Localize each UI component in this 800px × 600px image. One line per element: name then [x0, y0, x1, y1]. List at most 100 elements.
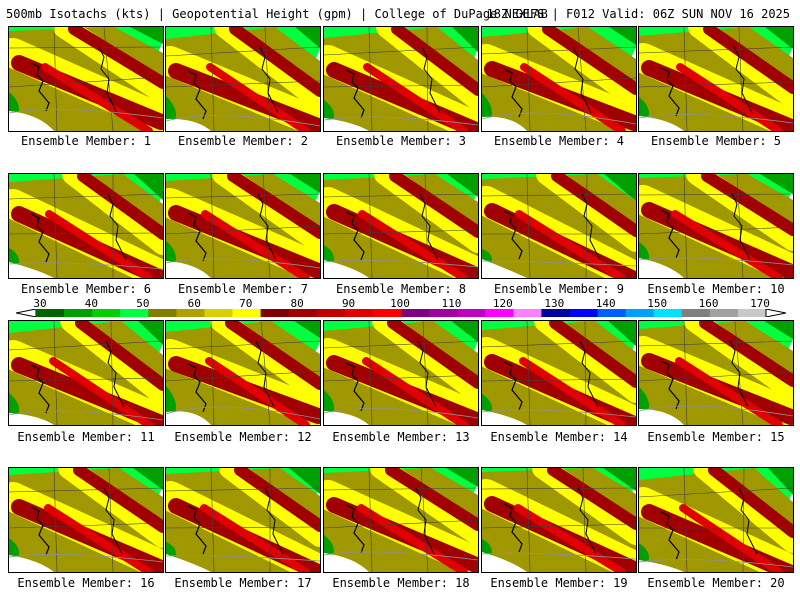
ensemble-member-label: Ensemble Member: 11	[17, 430, 155, 444]
jet-core-80kt	[234, 468, 320, 532]
lat-lon-grid-line	[210, 27, 215, 131]
lat-lon-grid-line	[738, 27, 744, 131]
coastline	[30, 506, 50, 556]
lat-lon-grid-line	[424, 174, 429, 278]
ensemble-member-label: Ensemble Member: 18	[332, 576, 470, 590]
colorbar-tick-label: 160	[698, 297, 719, 310]
lat-lon-grid-line	[526, 27, 531, 131]
wind-shading-40kt	[608, 321, 636, 346]
coastline	[105, 340, 125, 408]
jet-core-80kt	[703, 27, 793, 94]
coastline	[345, 504, 365, 554]
coastline	[187, 363, 207, 413]
lat-lon-grid-line	[210, 321, 215, 425]
colorbar-tick-label: 50	[136, 297, 150, 310]
wind-shading-40kt	[451, 321, 478, 342]
colorbar-swatch	[316, 309, 346, 317]
ensemble-member-map	[8, 467, 164, 573]
lat-lon-grid-line	[683, 27, 688, 131]
colorbar-swatch	[541, 309, 570, 317]
ensemble-member-map	[323, 26, 479, 132]
colorbar-swatch	[653, 309, 683, 317]
ensemble-member-map	[165, 320, 321, 426]
coastline	[30, 62, 50, 112]
coastline	[264, 487, 284, 555]
wind-shading-40kt	[447, 174, 478, 197]
lat-lon-grid-line	[9, 522, 163, 529]
height-contour	[166, 115, 320, 127]
jet-core-100kt	[358, 210, 468, 278]
lat-lon-grid-line	[683, 174, 688, 278]
coastline	[579, 340, 599, 408]
lat-lon-grid-line	[683, 321, 688, 425]
lat-lon-grid-line	[639, 46, 793, 54]
colorbar-tick-label: 100	[390, 297, 410, 310]
colorbar-tick-label: 130	[544, 297, 565, 310]
jet-core-100kt	[679, 504, 783, 572]
height-contour	[482, 552, 636, 560]
colorbar-swatch	[344, 309, 374, 317]
height-contour	[166, 555, 320, 562]
ensemble-member-map	[8, 26, 164, 132]
jet-core-100kt	[675, 357, 783, 425]
lat-lon-grid-line	[110, 321, 114, 425]
coastline	[503, 361, 523, 411]
wind-shading-40kt	[609, 27, 636, 45]
coastline	[738, 487, 758, 555]
lat-lon-grid-line	[166, 225, 320, 235]
height-contour	[639, 405, 793, 417]
lat-lon-grid-line	[53, 27, 58, 131]
colorbar-tick-label: 120	[492, 297, 513, 310]
colorbar-swatch	[457, 309, 486, 317]
colorbar-tick-label: 140	[595, 297, 616, 310]
wind-shading-40kt	[130, 27, 163, 44]
jet-core-80kt	[387, 321, 478, 389]
coastline	[187, 212, 207, 262]
lat-lon-grid-line	[639, 487, 793, 498]
calm-area	[9, 413, 54, 425]
wind-shading-40kt	[133, 468, 163, 490]
colorbar-swatch	[513, 309, 542, 317]
calm-area	[639, 409, 684, 425]
colorbar-tick-label: 170	[750, 297, 770, 310]
coastline	[417, 340, 437, 408]
calm-area	[324, 553, 369, 572]
calm-area	[166, 554, 211, 572]
jet-core-80kt	[326, 355, 478, 425]
lat-lon-grid-line	[526, 321, 531, 425]
jet-core-80kt	[389, 174, 478, 238]
colorbar-tick-label: 80	[290, 297, 304, 310]
lat-lon-grid-line	[482, 193, 636, 197]
calm-area	[9, 262, 54, 278]
coastline	[419, 193, 439, 261]
lat-lon-grid-line	[108, 468, 114, 572]
lat-lon-grid-line	[526, 174, 531, 278]
colorbar-swatch	[597, 309, 627, 317]
lat-lon-grid-line	[426, 27, 429, 131]
height-contour	[324, 116, 478, 126]
colorbar-tick-label: 60	[187, 297, 201, 310]
colorbar-tick-label: 40	[84, 297, 99, 310]
jet-core-80kt	[227, 174, 320, 239]
coastline	[660, 67, 680, 117]
jet-core-80kt	[225, 321, 320, 390]
lat-lon-grid-line	[166, 193, 320, 199]
coastline	[345, 69, 365, 119]
lat-lon-grid-line	[166, 370, 320, 382]
jet-core-80kt	[229, 27, 320, 97]
ensemble-member-map	[638, 173, 794, 279]
ensemble-member-label: Ensemble Member: 16	[17, 576, 155, 590]
jet-core-80kt	[77, 174, 163, 240]
ensemble-member-map	[323, 173, 479, 279]
lat-lon-grid-line	[482, 340, 636, 348]
coastline	[503, 210, 523, 260]
ensemble-member-label: Ensemble Member: 20	[647, 576, 785, 590]
jet-core-100kt	[520, 63, 626, 131]
ensemble-member-label: Ensemble Member: 7	[177, 282, 309, 296]
calm-area	[324, 411, 369, 425]
coastline	[729, 340, 749, 408]
jet-core-100kt	[45, 210, 153, 278]
lat-lon-grid-line	[324, 519, 478, 529]
coastline	[577, 487, 597, 555]
lat-lon-grid-line	[683, 468, 688, 572]
